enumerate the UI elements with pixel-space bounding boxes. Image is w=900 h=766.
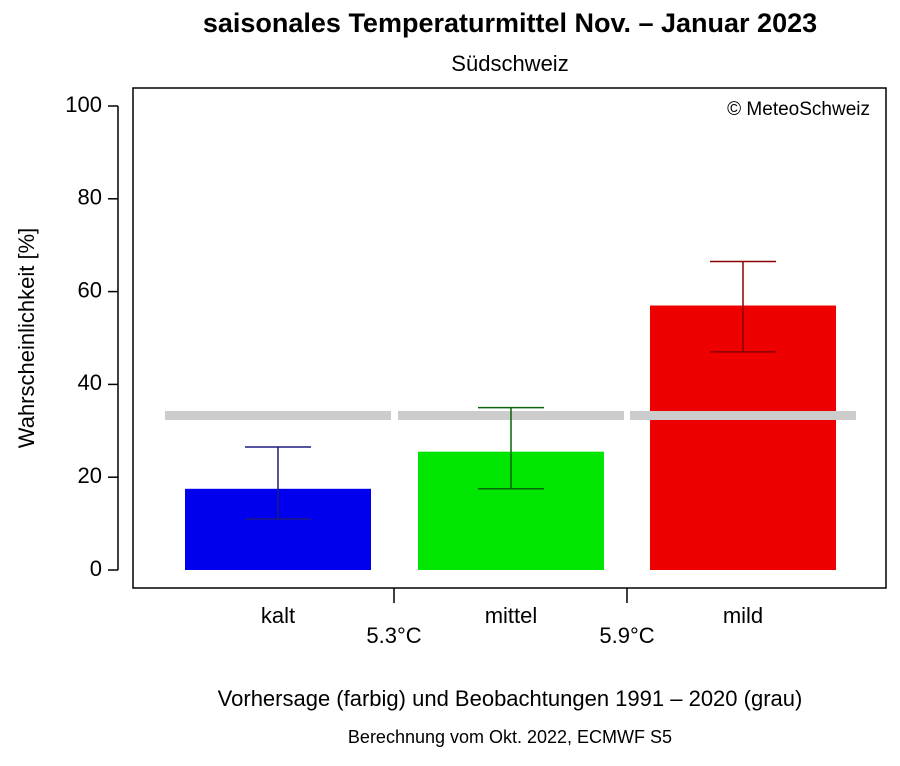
x-axis-label: Vorhersage (farbig) und Beobachtungen 19… <box>218 686 803 711</box>
boundary-label: 5.3°C <box>366 623 421 648</box>
y-tick-label: 20 <box>78 463 102 488</box>
y-tick-label: 100 <box>65 92 102 117</box>
y-tick-label: 80 <box>78 185 102 210</box>
y-tick-label: 0 <box>90 556 102 581</box>
chart-title: saisonales Temperaturmittel Nov. – Janua… <box>203 8 817 38</box>
x-tick-label: mild <box>723 603 763 628</box>
note: Berechnung vom Okt. 2022, ECMWF S5 <box>348 727 672 747</box>
x-tick-label: kalt <box>261 603 295 628</box>
copyright: © MeteoSchweiz <box>727 99 870 120</box>
chart-subtitle: Südschweiz <box>451 51 568 76</box>
boundary-label: 5.9°C <box>599 623 654 648</box>
y-tick-label: 60 <box>78 277 102 302</box>
y-tick-label: 40 <box>78 370 102 395</box>
y-axis-label: Wahrscheinlichkeit [%] <box>14 228 39 448</box>
error-bar <box>245 446 311 520</box>
error-bar <box>478 406 544 490</box>
plot-box <box>132 87 887 589</box>
error-bar <box>710 260 776 353</box>
x-tick-label: mittel <box>485 603 538 628</box>
